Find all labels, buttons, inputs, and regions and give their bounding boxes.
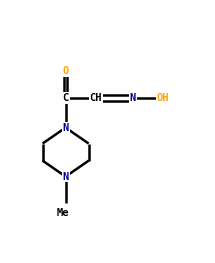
Text: N: N: [63, 171, 69, 181]
Text: N: N: [63, 123, 69, 133]
Text: Me: Me: [56, 208, 69, 218]
Text: O: O: [63, 66, 69, 76]
Text: CH: CH: [90, 93, 102, 103]
Text: N: N: [129, 93, 136, 103]
Text: OH: OH: [157, 93, 169, 103]
Text: C: C: [63, 93, 69, 103]
